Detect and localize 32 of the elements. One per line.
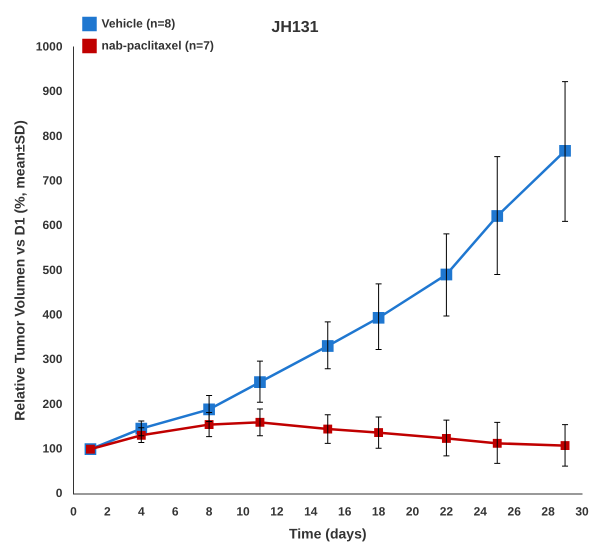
chart-title: JH131	[271, 19, 319, 36]
x-tick-label: 20	[406, 504, 420, 518]
y-tick-label: 400	[42, 307, 63, 322]
y-axis-title: Relative Tumor Volumen vs D1 (%, mean±SD)	[11, 120, 28, 421]
y-tick-label: 600	[42, 218, 63, 232]
y-tick-label: 500	[42, 262, 63, 277]
x-tick-label: 0	[70, 504, 78, 518]
x-tick-label: 4	[138, 504, 145, 518]
x-tick-label: 8	[206, 504, 213, 518]
y-tick-label: 900	[42, 84, 63, 98]
y-tick-label: 300	[42, 352, 63, 366]
x-tick-label: 16	[338, 504, 352, 518]
y-tick-label: 800	[42, 128, 63, 143]
x-tick-label: 26	[508, 504, 522, 518]
y-tick-label: 1000	[36, 40, 63, 54]
x-tick-label: 30	[575, 504, 589, 518]
y-tick-label: 200	[42, 396, 63, 411]
legend-label: nab-paclitaxel (n=7)	[101, 38, 214, 52]
y-tick-label: 100	[42, 441, 63, 456]
x-tick-label: 24	[474, 504, 488, 518]
x-axis-title: Time (days)	[288, 525, 367, 542]
x-tick-label: 6	[172, 504, 179, 518]
y-tick-label: 700	[42, 173, 63, 188]
y-tick-label: 0	[56, 486, 63, 500]
legend-label: Vehicle (n=8)	[101, 16, 176, 30]
x-tick-label: 22	[440, 504, 454, 518]
x-tick-label: 14	[304, 504, 318, 518]
x-tick-label: 28	[541, 504, 556, 518]
x-tick-label: 12	[270, 504, 284, 518]
x-tick-label: 18	[372, 504, 386, 518]
x-tick-label: 2	[104, 504, 112, 518]
x-tick-label: 10	[236, 504, 250, 518]
